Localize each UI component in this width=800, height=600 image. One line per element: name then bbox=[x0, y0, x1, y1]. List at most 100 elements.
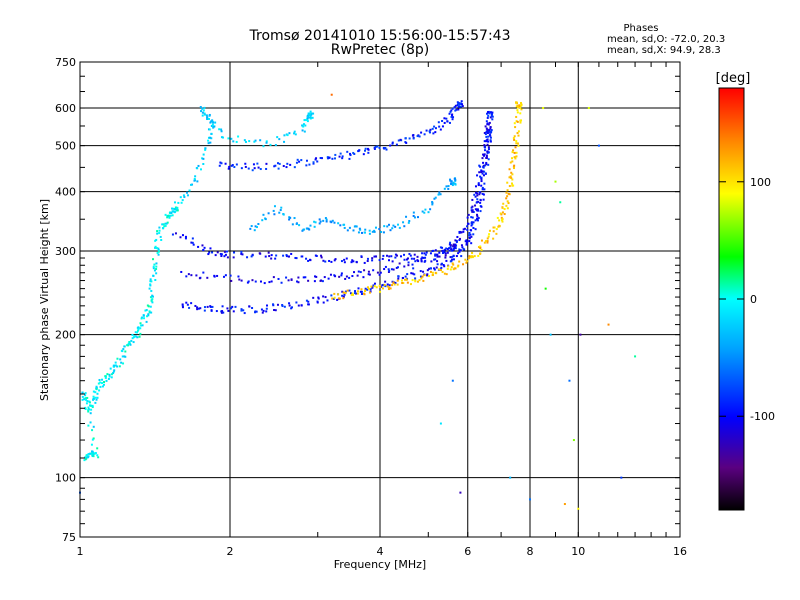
colorbar-tick-label: 100 bbox=[750, 176, 771, 189]
data-point bbox=[513, 167, 516, 170]
data-point bbox=[147, 305, 150, 308]
data-point bbox=[164, 224, 167, 227]
data-point bbox=[285, 254, 288, 257]
data-point bbox=[179, 236, 182, 239]
data-point bbox=[174, 206, 177, 209]
data-point bbox=[420, 131, 423, 134]
data-point bbox=[90, 408, 93, 411]
data-point bbox=[429, 252, 432, 255]
data-point bbox=[85, 456, 88, 459]
data-point bbox=[491, 115, 494, 118]
data-point bbox=[447, 187, 450, 190]
data-point bbox=[451, 184, 454, 187]
data-point bbox=[253, 140, 256, 143]
data-point bbox=[244, 140, 247, 143]
data-point bbox=[373, 146, 376, 149]
data-point bbox=[261, 219, 264, 222]
data-point bbox=[317, 296, 320, 299]
data-point bbox=[287, 279, 290, 282]
data-point bbox=[230, 137, 233, 140]
data-point bbox=[276, 162, 279, 165]
data-point bbox=[486, 240, 489, 243]
data-point bbox=[322, 295, 325, 298]
data-point bbox=[446, 120, 449, 123]
data-point bbox=[515, 140, 518, 143]
data-point bbox=[462, 263, 465, 266]
data-point bbox=[121, 355, 124, 358]
data-point bbox=[472, 221, 475, 224]
data-point bbox=[316, 301, 319, 304]
data-point bbox=[348, 276, 351, 279]
data-point bbox=[312, 296, 315, 299]
data-point bbox=[511, 151, 514, 154]
data-point bbox=[155, 262, 158, 265]
data-point bbox=[296, 280, 299, 283]
data-point bbox=[405, 278, 408, 281]
data-point bbox=[118, 365, 121, 368]
data-point bbox=[151, 295, 154, 298]
data-point bbox=[301, 229, 304, 232]
data-point bbox=[162, 223, 165, 226]
data-point bbox=[384, 280, 387, 283]
data-point bbox=[371, 230, 374, 233]
stats-line-o: mean, sd,O: -72.0, 20.3 bbox=[607, 34, 725, 45]
data-point bbox=[470, 206, 473, 209]
data-point bbox=[476, 217, 479, 220]
data-point bbox=[191, 183, 194, 186]
data-point bbox=[214, 254, 217, 257]
data-point bbox=[336, 298, 339, 301]
data-point bbox=[506, 181, 509, 184]
data-point bbox=[505, 197, 508, 200]
data-point bbox=[265, 140, 268, 143]
data-point bbox=[84, 406, 87, 409]
data-point bbox=[373, 255, 376, 258]
data-point bbox=[431, 203, 434, 206]
data-point bbox=[176, 209, 179, 212]
data-point bbox=[112, 372, 115, 375]
data-point bbox=[412, 267, 415, 270]
data-point bbox=[462, 228, 465, 231]
data-point bbox=[507, 192, 510, 195]
data-point bbox=[484, 172, 487, 175]
data-point bbox=[486, 151, 489, 154]
data-point bbox=[128, 340, 131, 343]
data-point bbox=[389, 229, 392, 232]
data-point bbox=[208, 128, 211, 131]
x-tick-label: 6 bbox=[464, 545, 471, 558]
data-point bbox=[483, 131, 486, 134]
data-point bbox=[293, 217, 296, 220]
data-point bbox=[190, 183, 193, 186]
data-point bbox=[388, 255, 391, 258]
data-point bbox=[397, 139, 400, 142]
data-point bbox=[414, 277, 417, 280]
data-point bbox=[132, 336, 135, 339]
data-point bbox=[173, 201, 176, 204]
data-point bbox=[371, 286, 374, 289]
data-point bbox=[81, 398, 84, 401]
data-point bbox=[419, 275, 422, 278]
data-point bbox=[464, 258, 467, 261]
data-point bbox=[296, 158, 299, 161]
y-tick-label: 200 bbox=[55, 329, 76, 342]
data-point bbox=[207, 253, 210, 256]
data-point bbox=[579, 333, 582, 336]
data-point bbox=[223, 250, 226, 253]
data-point bbox=[373, 229, 376, 232]
data-point bbox=[467, 213, 470, 216]
grid bbox=[80, 62, 680, 537]
data-point bbox=[517, 144, 520, 147]
data-point bbox=[403, 253, 406, 256]
data-point bbox=[356, 274, 359, 277]
data-point bbox=[101, 385, 104, 388]
data-point bbox=[529, 498, 531, 501]
data-point bbox=[445, 259, 448, 262]
data-point bbox=[270, 257, 273, 260]
data-point bbox=[440, 262, 443, 265]
data-point bbox=[391, 141, 394, 144]
data-point bbox=[406, 281, 409, 284]
x-tick-label: 4 bbox=[377, 545, 384, 558]
data-point bbox=[354, 292, 357, 295]
data-point bbox=[183, 195, 186, 198]
data-point bbox=[515, 155, 518, 158]
data-point bbox=[343, 226, 346, 229]
